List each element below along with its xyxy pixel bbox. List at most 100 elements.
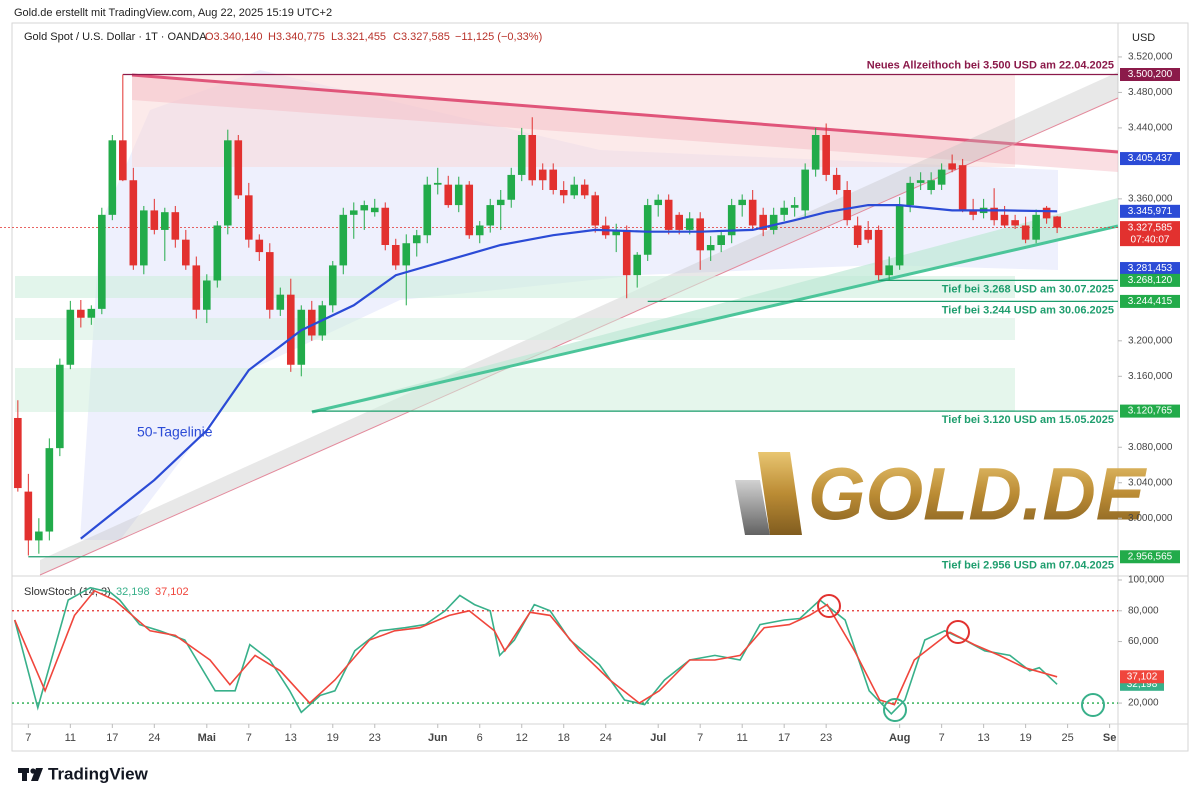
- candle-body: [454, 184, 463, 206]
- tv-logo: TradingView: [18, 764, 149, 783]
- candle-body: [234, 140, 243, 196]
- candle-body: [1011, 220, 1019, 226]
- candle-body: [801, 169, 809, 211]
- candle-body: [203, 280, 211, 310]
- y-tick-label: 3.040,000: [1128, 477, 1173, 488]
- x-tick-label: 7: [939, 732, 945, 744]
- price-badge-label: 3.327,585: [1128, 222, 1173, 233]
- price-badge-sub: 07:40:07: [1131, 234, 1170, 245]
- candle-body: [706, 245, 715, 251]
- price-badge: [1120, 273, 1180, 287]
- candle-body: [969, 210, 977, 215]
- x-tick-label: 23: [820, 732, 832, 744]
- y-tick-label: 3.200,000: [1128, 335, 1173, 346]
- x-tick-label: Aug: [889, 732, 910, 744]
- candle-body: [570, 184, 579, 196]
- x-tick-label: 17: [106, 732, 118, 744]
- candle-body: [286, 294, 295, 365]
- candle-body: [87, 308, 96, 318]
- candle-body: [675, 214, 683, 230]
- x-tick-label: 17: [778, 732, 790, 744]
- footer-brand: TradingView: [48, 764, 149, 783]
- change-label: −11,125 (−0,33%): [455, 31, 542, 43]
- stoch-value: 32,198: [116, 586, 150, 598]
- candle-body: [780, 207, 788, 215]
- x-tick-label: 18: [558, 732, 570, 744]
- price-badge-label: 3.120,765: [1128, 406, 1173, 417]
- x-tick-label: Se: [1103, 732, 1116, 744]
- ohlc-label: H3.340,775: [268, 31, 325, 43]
- currency: USD: [1132, 32, 1155, 44]
- x-tick-label: 24: [148, 732, 160, 744]
- candle-body: [591, 195, 600, 226]
- logo-shape: [22, 768, 27, 781]
- candle-body: [412, 235, 421, 244]
- candle-body: [255, 239, 264, 253]
- candle-body: [433, 182, 442, 185]
- candle-body: [192, 265, 201, 310]
- y-tick-label: 60,000: [1128, 636, 1159, 647]
- candle-body: [895, 205, 904, 266]
- candle-body: [244, 195, 253, 240]
- candle-body: [1021, 225, 1030, 240]
- watermark-text: GOLD.DE: [808, 453, 1148, 536]
- candle-body: [538, 169, 547, 181]
- support-zone: [15, 368, 1015, 412]
- candle-body: [748, 199, 757, 226]
- candle-body: [864, 229, 872, 240]
- candle-body: [339, 214, 348, 266]
- annotation: Tief bei 3.268 USD am 30.07.2025: [942, 283, 1114, 295]
- candle-body: [517, 135, 526, 175]
- y-tick-label: 3.480,000: [1128, 87, 1173, 98]
- candle-body: [24, 491, 33, 541]
- price-badge: [1120, 204, 1180, 218]
- candle-body: [423, 184, 432, 236]
- plot: Gold Spot / U.S. Dollar · 1T · OANDAO3.3…: [0, 31, 1180, 744]
- candle-body: [349, 210, 358, 215]
- price-badge: [1120, 152, 1180, 166]
- support-line: [311, 224, 1119, 414]
- candle-body: [1000, 214, 1009, 226]
- candle-body: [119, 140, 127, 181]
- candle-body: [77, 309, 85, 318]
- logo-shape: [30, 768, 36, 774]
- candle-body: [161, 212, 169, 230]
- candle-body: [664, 199, 673, 230]
- candle-body: [769, 214, 778, 230]
- stoch-badge-label: 37,102: [1127, 671, 1158, 682]
- x-tick-label: 23: [369, 732, 381, 744]
- candle-body: [654, 199, 663, 206]
- candle-body: [171, 212, 180, 240]
- candle-body: [948, 163, 956, 170]
- candle-body: [129, 180, 138, 266]
- support-band: [312, 198, 1118, 412]
- y-tick-label: 100,000: [1128, 575, 1165, 586]
- x-tick-label: 7: [246, 732, 252, 744]
- x-tick-label: 25: [1061, 732, 1073, 744]
- candle-body: [580, 184, 589, 196]
- ohlc-label: L3.321,455: [331, 31, 386, 43]
- marker-circle: [946, 620, 970, 644]
- price-badge: [1120, 404, 1180, 418]
- price-badge-label: 2.956,565: [1128, 551, 1173, 562]
- candle-body: [832, 174, 841, 190]
- candle-body: [853, 225, 862, 245]
- candle-body: [885, 265, 893, 276]
- candle-body: [182, 239, 190, 266]
- x-tick-label: 7: [697, 732, 703, 744]
- stoch-badge: [1120, 670, 1164, 684]
- price-badge-label: 3.281,453: [1128, 263, 1173, 274]
- marker-circle: [1081, 693, 1105, 717]
- price-badge-label: 3.345,971: [1128, 206, 1173, 217]
- credit: Gold.de erstellt mit TradingView.com, Au…: [14, 7, 332, 19]
- candle-body: [738, 199, 746, 206]
- candle-body: [528, 135, 537, 181]
- candle-body: [696, 218, 704, 251]
- candle-body: [223, 140, 232, 226]
- candle-body: [35, 531, 43, 541]
- price-badge: [1120, 221, 1180, 247]
- support-zone: [15, 318, 1015, 340]
- candle-body: [444, 184, 453, 206]
- logo-bar: [758, 452, 802, 535]
- candle-body: [927, 180, 935, 190]
